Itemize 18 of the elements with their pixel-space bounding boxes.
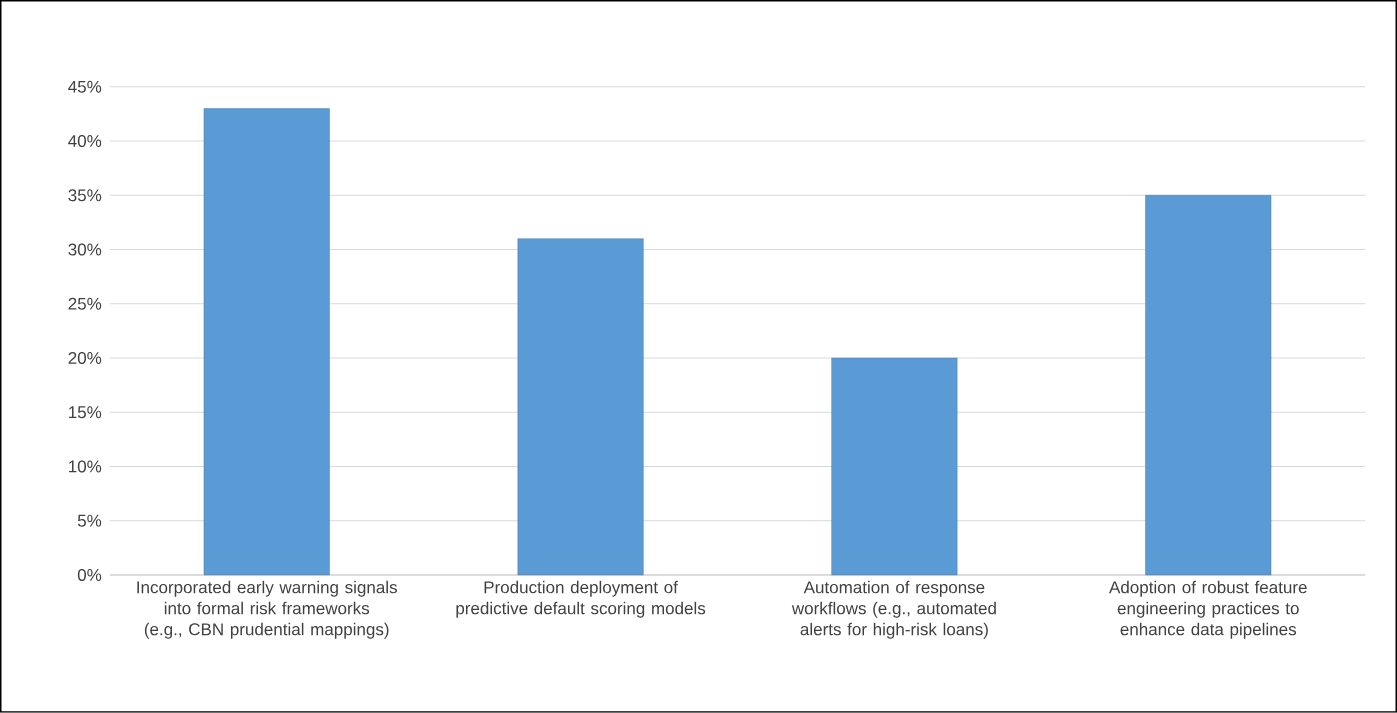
y-tick-label: 25% [68,297,102,310]
bar [203,108,330,576]
y-tick-label: 10% [69,460,102,473]
y-tick-label: 20% [68,352,102,365]
bar [517,238,644,576]
x-tick-label: Automation of response workflows (e.g., automated alerts for high-risk loans) [791,580,996,639]
x-tick-label: Adoption of robust feature engineering practices to enhance data pipelines [1109,580,1307,639]
y-tick-label: 5% [77,514,102,527]
y-tick-label: 35% [68,189,102,202]
bar [1145,195,1272,576]
y-tick-label: 0% [77,569,102,582]
y-tick-label: 15% [69,406,102,419]
x-tick-label: Incorporated early warning signals into formal risk frameworks (e.g., CBN prudential mappings) [137,580,397,639]
y-tick-label: 45% [68,80,102,93]
x-tick-label: Production deployment of predictive default scoring models [456,580,706,618]
bar [831,357,958,576]
y-tick-label: 40% [68,135,102,148]
y-tick-label: 30% [68,243,102,256]
